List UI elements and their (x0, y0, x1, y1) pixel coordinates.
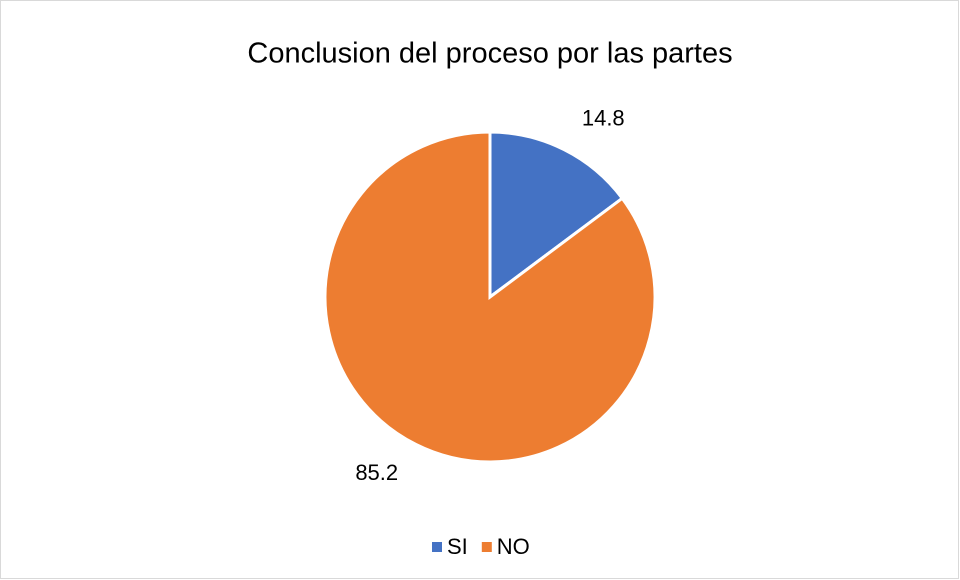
data-label: 85.2 (355, 460, 398, 485)
legend-swatch (481, 542, 492, 552)
pie-slice (323, 130, 657, 464)
legend-swatch (432, 542, 442, 552)
pie-slice (488, 130, 625, 300)
chart-title: Conclusion del proceso por las partes (247, 38, 732, 70)
legend-label: SI (447, 534, 468, 559)
legend-label: NO (497, 534, 530, 559)
data-label: 14.8 (582, 106, 625, 131)
